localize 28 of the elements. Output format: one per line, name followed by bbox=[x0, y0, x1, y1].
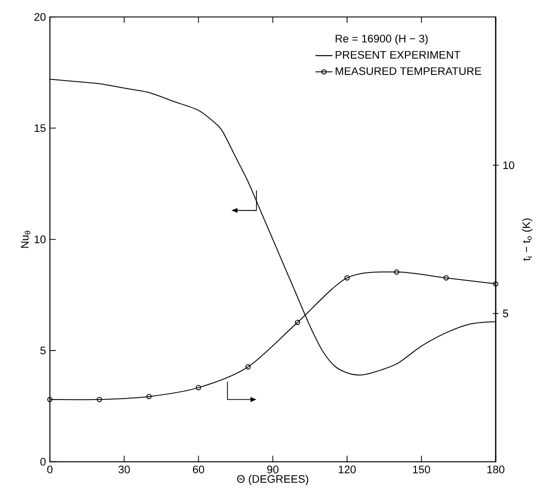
y-tick-label: 0 bbox=[40, 458, 46, 466]
y-tick-label: 20 bbox=[34, 13, 46, 21]
point bbox=[394, 270, 400, 275]
legend-title: Re = 16900 (H − 3) bbox=[336, 34, 428, 45]
x-tick-label: 180 bbox=[487, 466, 504, 474]
x-tick-label: 60 bbox=[192, 466, 204, 474]
point bbox=[444, 275, 449, 281]
x-tick-label: 90 bbox=[267, 466, 278, 474]
y2-tick-label: 10 bbox=[503, 162, 514, 170]
x-tick-label: 0 bbox=[47, 466, 52, 474]
x-tick-label: 120 bbox=[338, 466, 356, 474]
y-tick-label: 5 bbox=[40, 346, 46, 355]
legend-label: MEASURED TEMPERATURE bbox=[336, 67, 482, 76]
x-tick-label: 150 bbox=[413, 466, 430, 474]
point bbox=[294, 320, 300, 326]
y2-axis-title: t$_{i}$ − t$_{o}$ (K) bbox=[522, 218, 532, 261]
point bbox=[196, 385, 202, 390]
point bbox=[146, 394, 152, 400]
legend-label: PRESENT EXPERIMENT bbox=[336, 51, 460, 59]
point bbox=[245, 364, 251, 370]
x-tick-label: 30 bbox=[118, 466, 130, 474]
point bbox=[344, 275, 350, 281]
x-axis-title: Θ (DEGREES) bbox=[237, 475, 308, 486]
point bbox=[96, 397, 102, 402]
y2-tick-label: 5 bbox=[502, 310, 508, 318]
y-axis-title: Nu$_{θ}$ bbox=[21, 231, 30, 248]
y-tick-label: 15 bbox=[34, 124, 46, 132]
y-tick-label: 10 bbox=[34, 236, 46, 244]
